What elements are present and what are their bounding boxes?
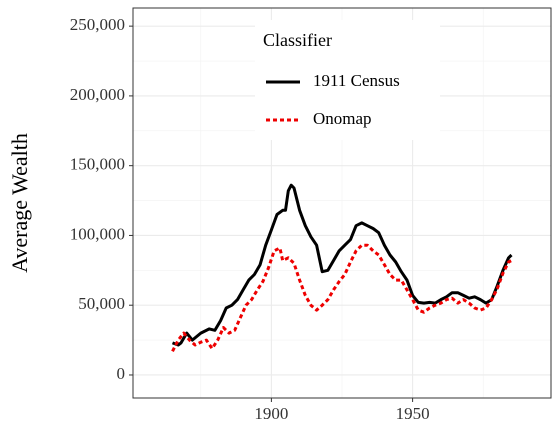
y-tick-label: 50,000 [78,294,125,313]
data-line [171,243,513,352]
y-axis-label: Average Wealth [7,133,32,273]
y-tick-label: 150,000 [70,155,125,174]
y-tick-label: 100,000 [70,224,125,243]
y-tick-label: 250,000 [70,15,125,34]
x-tick-label: 1950 [396,404,430,423]
y-tick-label: 200,000 [70,85,125,104]
y-tick-label: 0 [117,364,126,383]
legend-label: Onomap [313,109,372,128]
legend-box [255,20,440,140]
data-line [171,183,513,347]
x-tick-label: 1900 [254,404,288,423]
legend-label: 1911 Census [313,71,400,90]
legend-title: Classifier [263,30,332,50]
panel-border [132,7,552,399]
